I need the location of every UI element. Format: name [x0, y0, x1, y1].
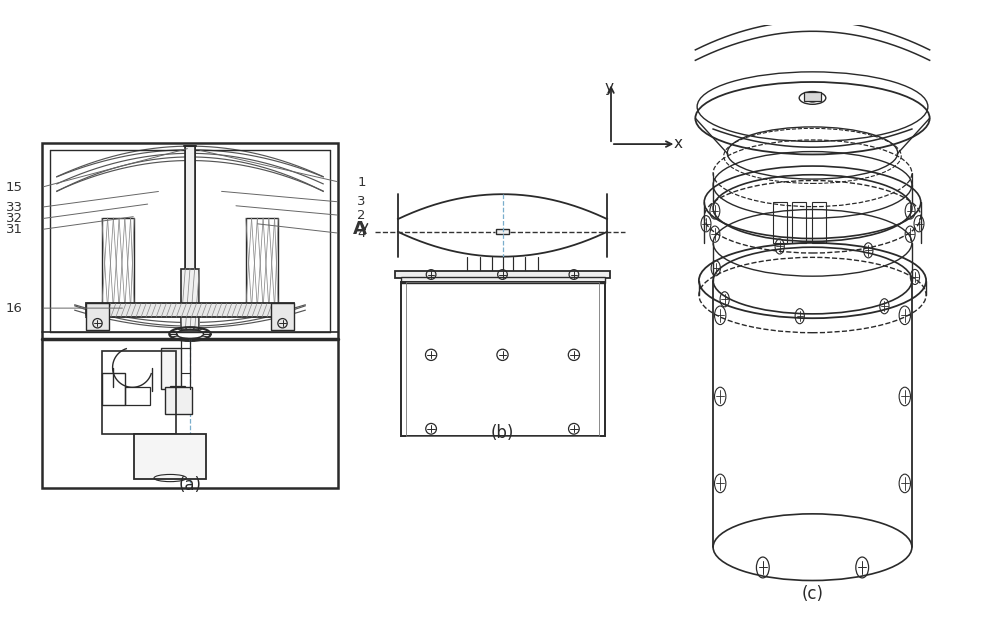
Bar	[271, 303, 294, 330]
Text: 31: 31	[6, 223, 23, 236]
Text: 32: 32	[6, 212, 23, 225]
Text: x: x	[674, 136, 683, 152]
Bar	[102, 352, 176, 434]
Bar	[792, 202, 806, 243]
Bar	[102, 218, 134, 308]
Text: 1: 1	[357, 176, 366, 189]
Bar	[161, 348, 181, 389]
Text: 15: 15	[6, 181, 23, 194]
Bar	[804, 92, 821, 101]
Bar	[42, 143, 338, 488]
Bar	[185, 146, 195, 279]
Bar	[773, 202, 787, 243]
Bar	[125, 387, 150, 405]
Ellipse shape	[806, 94, 819, 102]
Bar	[496, 229, 509, 234]
Bar	[102, 373, 125, 405]
Text: 16: 16	[6, 301, 23, 315]
Bar	[406, 282, 599, 436]
Text: 4: 4	[357, 227, 366, 240]
Bar	[812, 202, 826, 243]
Text: (a): (a)	[178, 476, 202, 494]
Bar	[134, 434, 206, 479]
Bar	[181, 269, 199, 330]
Bar	[165, 387, 192, 414]
Bar	[86, 303, 109, 330]
Text: A: A	[353, 220, 367, 238]
Bar	[400, 277, 604, 283]
Bar	[86, 303, 294, 317]
Text: 2: 2	[357, 209, 366, 222]
Bar	[246, 218, 278, 308]
Text: y: y	[604, 80, 613, 96]
Bar	[395, 271, 610, 278]
Text: (c): (c)	[802, 585, 824, 603]
Text: 3: 3	[357, 196, 366, 208]
Bar	[400, 282, 604, 436]
Text: 33: 33	[6, 201, 23, 214]
Bar	[170, 385, 185, 400]
Text: (b): (b)	[491, 424, 514, 442]
